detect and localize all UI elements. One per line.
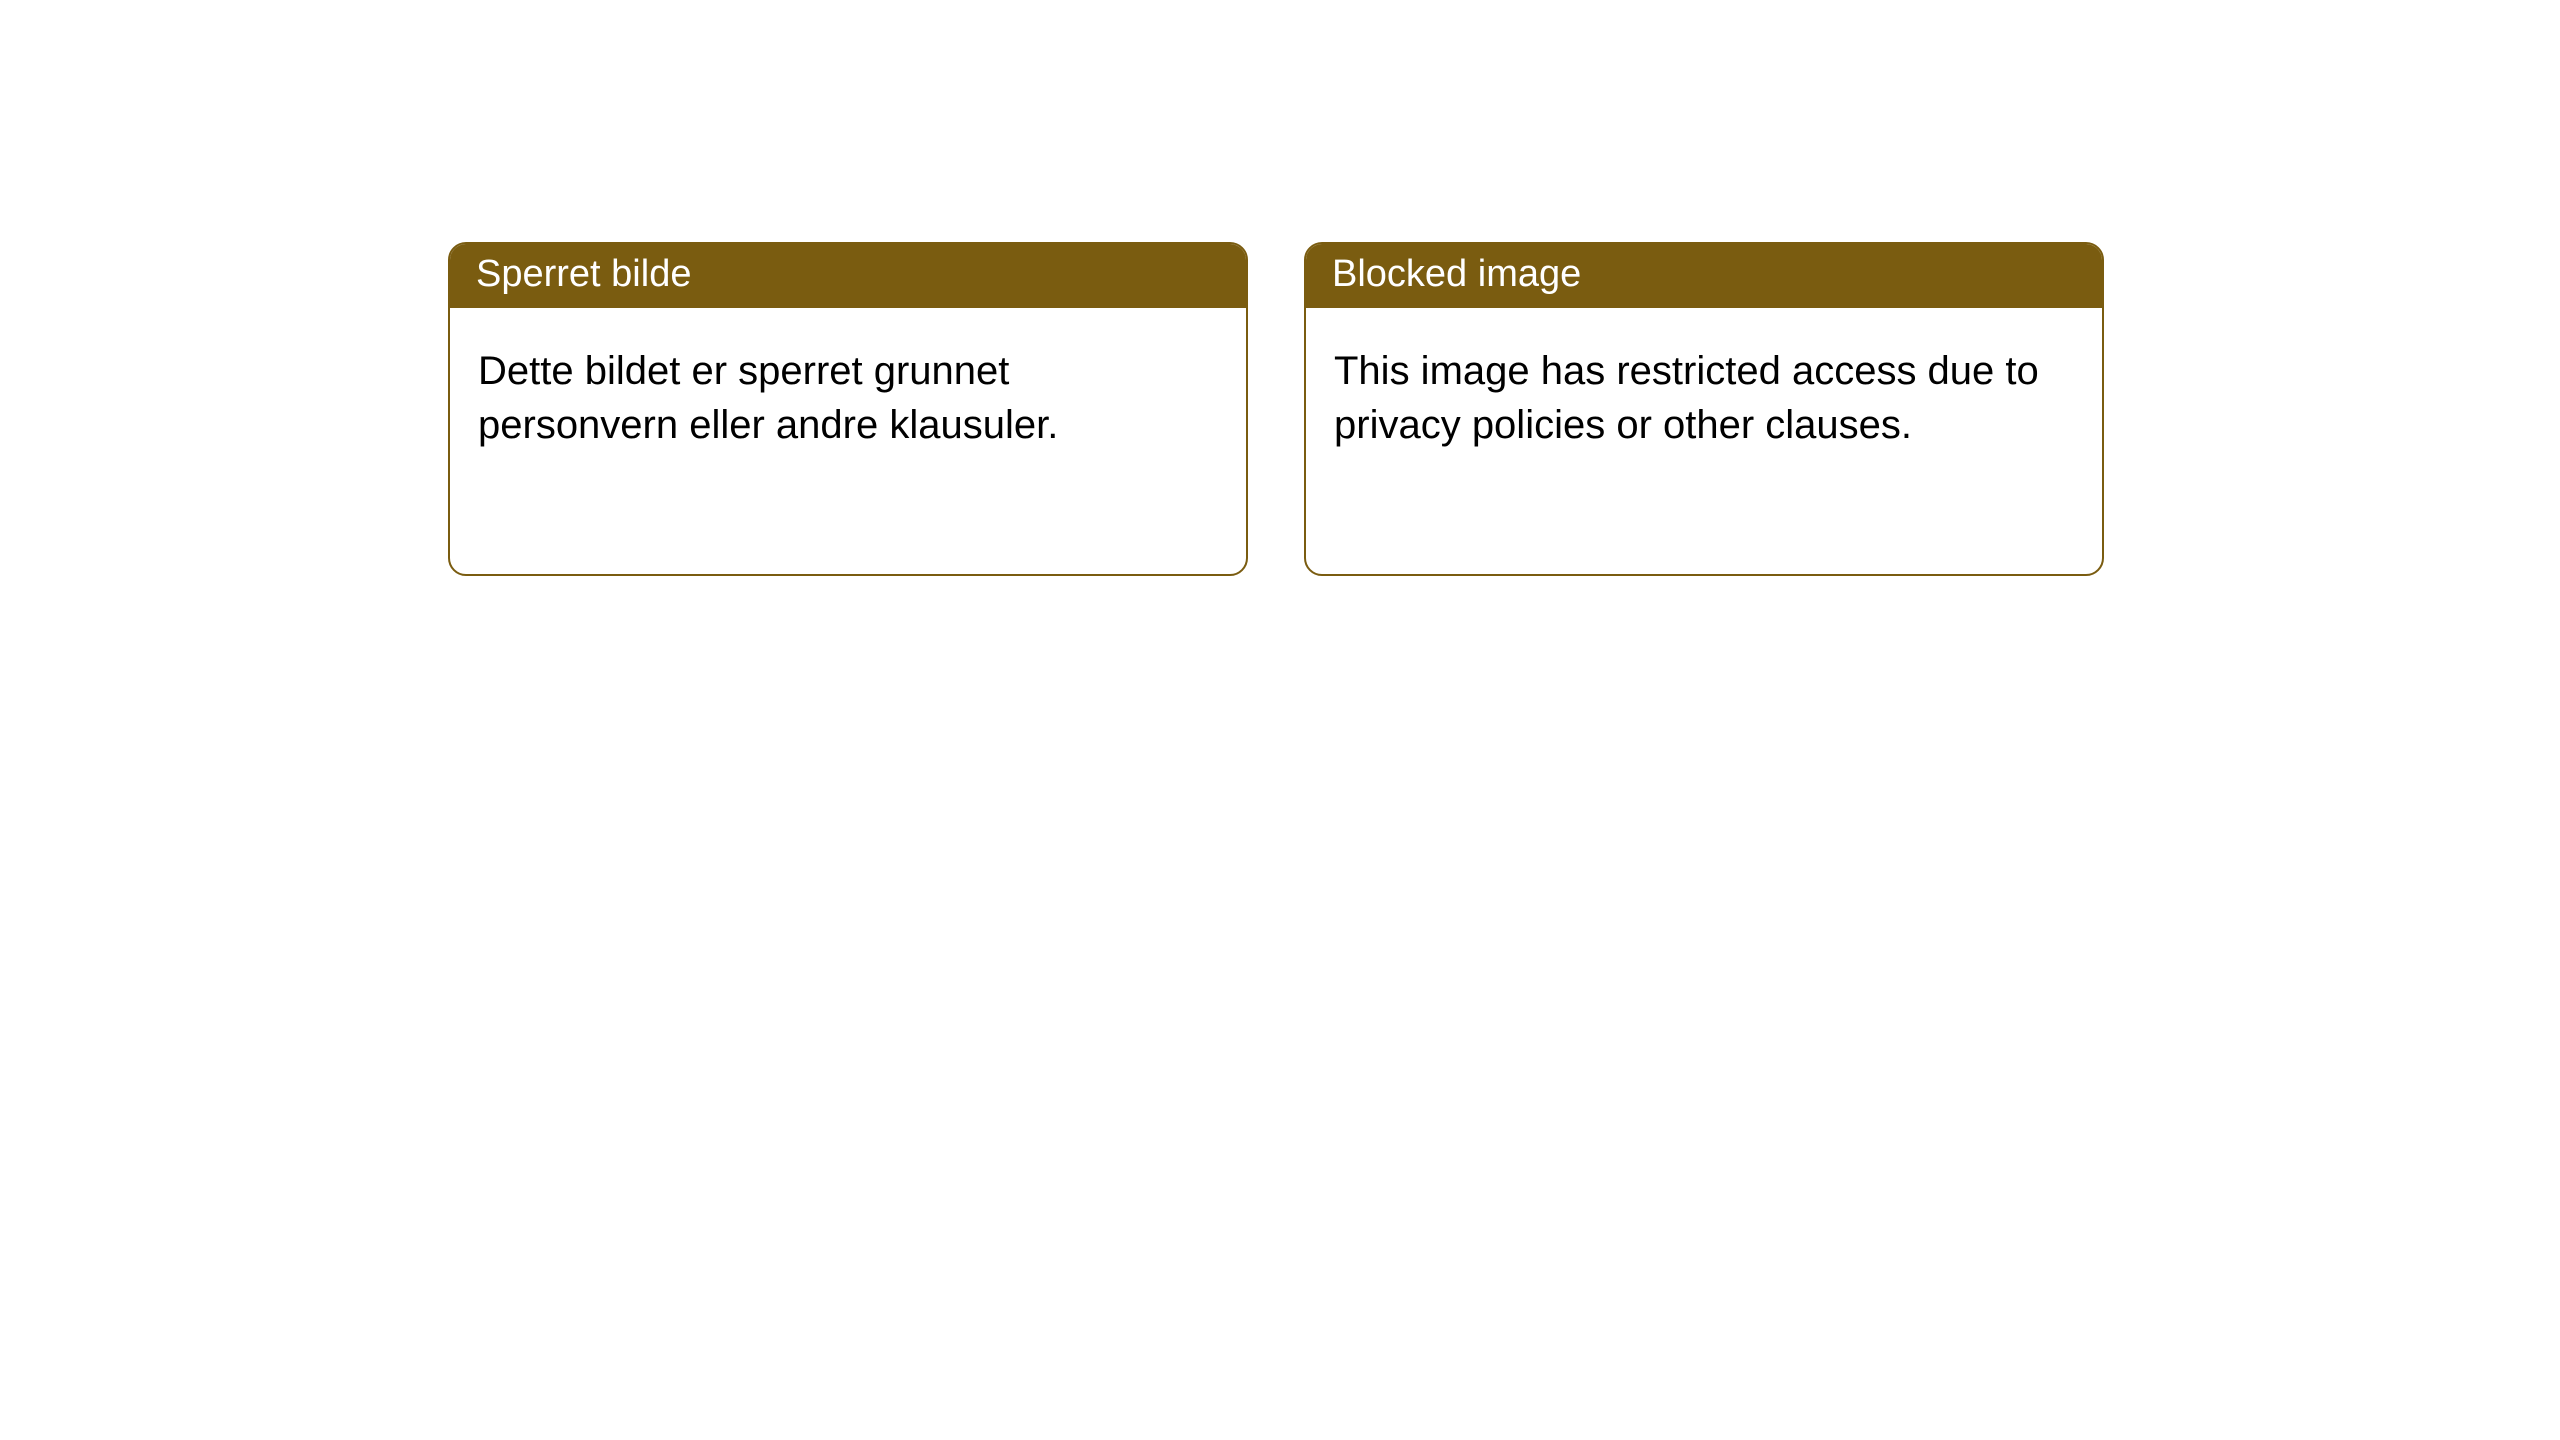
card-title: Sperret bilde (450, 244, 1246, 308)
notice-card-english: Blocked image This image has restricted … (1304, 242, 2104, 576)
card-body-text: Dette bildet er sperret grunnet personve… (450, 308, 1246, 480)
notice-card-norwegian: Sperret bilde Dette bildet er sperret gr… (448, 242, 1248, 576)
notice-cards-container: Sperret bilde Dette bildet er sperret gr… (0, 0, 2560, 576)
card-title: Blocked image (1306, 244, 2102, 308)
card-body-text: This image has restricted access due to … (1306, 308, 2102, 480)
